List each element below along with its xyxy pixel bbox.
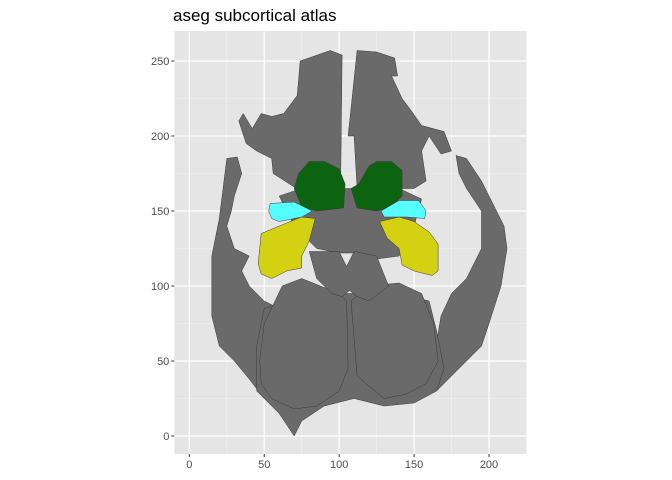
y-tick-label: 250	[151, 56, 169, 68]
atlas-region	[268, 201, 313, 222]
atlas-region	[350, 282, 439, 399]
atlas-region	[350, 161, 403, 212]
atlas-region	[380, 200, 427, 219]
chart-title: aseg subcortical atlas	[173, 6, 337, 25]
y-tick-label: 200	[151, 131, 169, 143]
x-tick-label: 200	[480, 459, 498, 471]
atlas-region	[238, 50, 343, 189]
atlas-region	[379, 216, 439, 276]
y-tick-label: 0	[163, 431, 169, 443]
x-tick-label: 100	[330, 459, 348, 471]
atlas-region	[433, 155, 508, 392]
x-tick-label: 0	[186, 459, 192, 471]
atlas-region	[257, 216, 316, 279]
x-tick-label: 150	[405, 459, 423, 471]
atlas-region	[308, 251, 389, 302]
atlas-region	[293, 161, 346, 212]
y-tick-label: 100	[151, 281, 169, 293]
x-tick-label: 50	[258, 459, 270, 471]
y-tick-label: 150	[151, 206, 169, 218]
y-tick-label: 50	[157, 356, 169, 368]
